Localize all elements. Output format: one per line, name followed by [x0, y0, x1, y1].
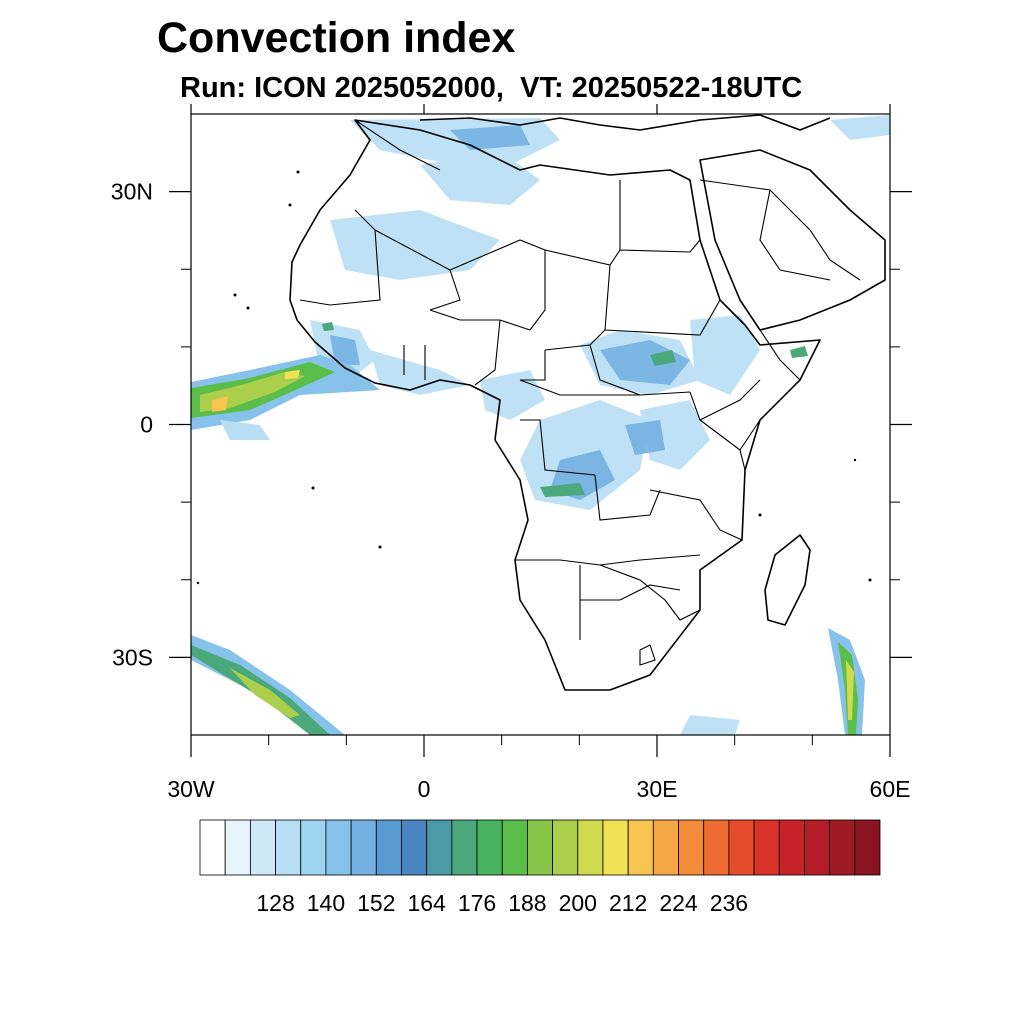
convection-south-atlantic-band — [191, 635, 345, 735]
africa-coastline — [289, 119, 821, 691]
colorbar-swatch — [627, 819, 654, 876]
europe-coastline — [419, 114, 831, 131]
colorbar-swatch — [527, 819, 553, 876]
lat-tick-label: 30S — [112, 644, 153, 670]
colorbar-swatch — [678, 819, 705, 876]
lon-tick-label: 30E — [637, 776, 678, 802]
colorbar-swatch — [199, 819, 226, 876]
convection-strong-areas — [322, 322, 808, 497]
axis-labels: 30W 0 30E 60E 30N 0 30S — [111, 179, 911, 802]
colorbar-swatch — [652, 819, 679, 876]
convection-field — [191, 114, 890, 735]
colorbar-tick-label: 152 — [357, 890, 395, 916]
axis-ticks — [169, 104, 912, 757]
convection-indian-ocean-band — [828, 628, 865, 735]
colorbar-swatch — [451, 819, 478, 876]
colorbar-tick-label: 188 — [508, 890, 546, 916]
lon-tick-label: 60E — [870, 776, 911, 802]
colorbar — [199, 819, 881, 876]
colorbar-swatch — [249, 819, 276, 876]
colorbar-swatch — [804, 819, 831, 876]
convection-atlantic-band — [191, 355, 380, 440]
colorbar-swatch — [602, 819, 629, 876]
colorbar-tick-label: 164 — [407, 890, 446, 916]
colorbar-tick-label: 212 — [609, 890, 647, 916]
colorbar-swatch — [401, 819, 428, 876]
colorbar-swatch — [350, 819, 377, 876]
colorbar-tick-label: 200 — [559, 890, 597, 916]
colorbar-swatch — [703, 819, 730, 876]
colorbar-swatch — [325, 819, 352, 876]
arabia-coastline — [699, 149, 886, 331]
colorbar-tick-label: 128 — [256, 890, 294, 916]
map-subtitle: Run: ICON 2025052000, VT: 20250522-18UTC — [180, 72, 803, 104]
colorbar-tick-label: 236 — [710, 890, 748, 916]
colorbar-labels: 128 140 152 164 176 188 200 212 224 236 — [256, 890, 748, 916]
colorbar-swatch — [224, 819, 251, 876]
coastlines — [289, 114, 886, 691]
lat-tick-label: 30N — [111, 179, 153, 205]
colorbar-swatch — [753, 819, 780, 876]
convection-medium-areas — [330, 125, 690, 500]
colorbar-swatch — [275, 819, 302, 876]
colorbar-swatch — [854, 819, 881, 876]
colorbar-swatch — [501, 819, 528, 876]
colorbar-tick-label: 224 — [659, 890, 698, 916]
colorbar-swatch — [375, 819, 402, 876]
madagascar-coastline — [764, 534, 811, 626]
colorbar-swatch — [728, 819, 755, 876]
lon-tick-label: 0 — [418, 776, 431, 802]
islands — [196, 170, 872, 585]
lat-tick-label: 0 — [140, 412, 153, 438]
colorbar-swatch — [829, 819, 856, 876]
colorbar-swatch — [426, 819, 453, 876]
map-title: Convection index — [157, 14, 516, 62]
colorbar-swatch — [476, 819, 503, 876]
colorbar-swatch — [778, 819, 805, 876]
colorbar-tick-label: 176 — [458, 890, 496, 916]
country-borders — [299, 119, 861, 666]
colorbar-swatch — [552, 819, 579, 876]
lon-tick-label: 30W — [167, 776, 215, 802]
colorbar-tick-label: 140 — [307, 890, 345, 916]
colorbar-swatch — [300, 819, 327, 876]
colorbar-swatch — [577, 819, 604, 876]
convection-light-areas — [310, 115, 890, 735]
